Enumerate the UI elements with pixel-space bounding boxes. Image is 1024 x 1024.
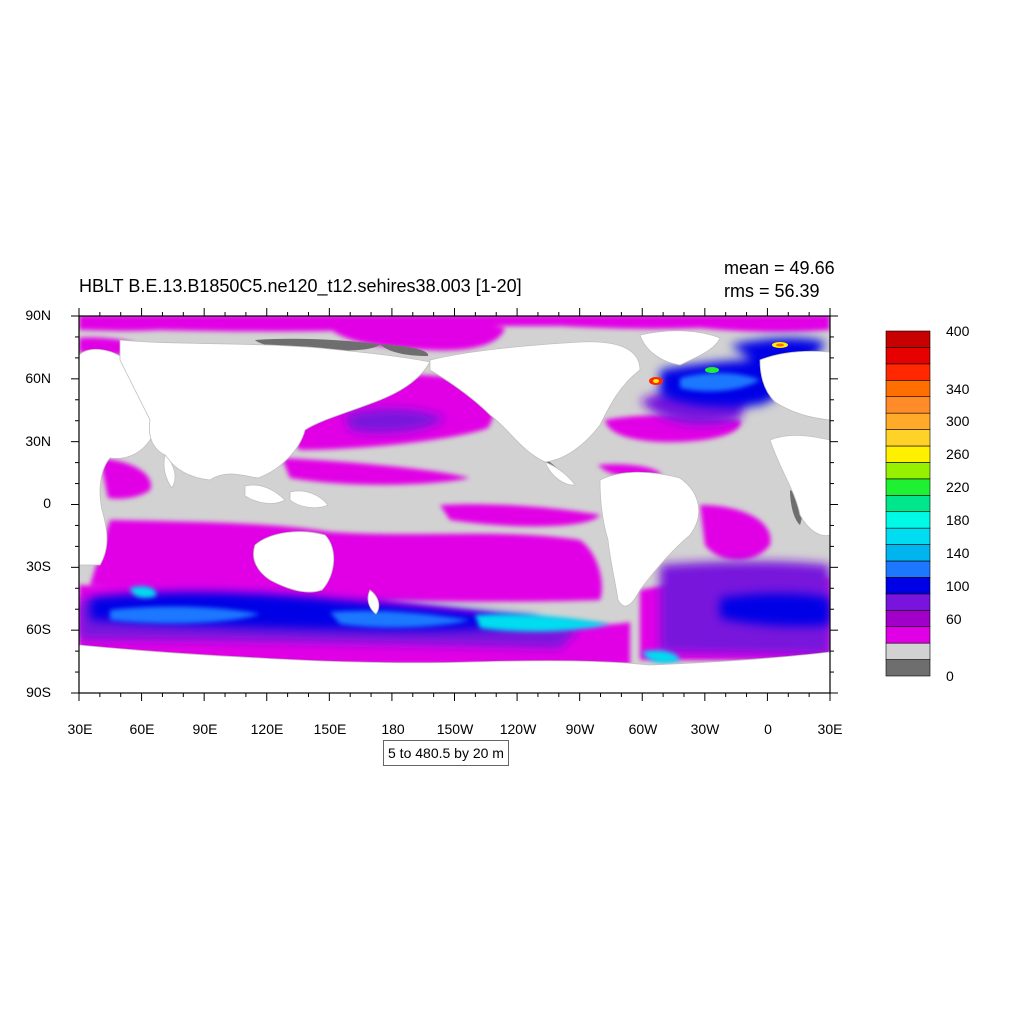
lon-label-60e: 60E: [129, 721, 155, 737]
field-lightblue: [110, 372, 760, 628]
colorbar-label: 220: [946, 479, 970, 496]
lat-label-30n: 30N: [25, 433, 51, 449]
colorbar: [885, 330, 931, 677]
contour-info-box: 5 to 480.5 by 20 m: [383, 740, 509, 766]
lat-label-90n: 90N: [25, 307, 51, 323]
lon-label-90e: 90E: [192, 721, 218, 737]
colorbar-swatch: [885, 626, 931, 644]
axis-ticks: [71, 308, 838, 701]
colorbar-swatch: [885, 412, 931, 430]
colorbar-label: 300: [946, 413, 970, 430]
colorbar-swatch: [885, 379, 931, 398]
lon-label-180: 180: [381, 721, 405, 737]
lat-label-60n: 60N: [25, 370, 51, 386]
colorbar-swatch: [885, 347, 931, 365]
lat-label-60s: 60S: [26, 621, 51, 637]
field-cyan: [130, 586, 680, 664]
lon-label-30e-west: 30E: [67, 721, 93, 737]
map-title: HBLT B.E.13.B1850C5.ne120_t12.sehires38.…: [79, 276, 522, 296]
rms-label: rms =: [724, 281, 770, 301]
lat-label-90s: 90S: [26, 684, 51, 700]
colorbar-label: 60: [946, 610, 962, 627]
colorbar-swatch: [885, 642, 931, 660]
colorbar-label: 140: [946, 544, 970, 561]
lon-label-60w: 60W: [628, 721, 658, 737]
colorbar-swatch: [885, 544, 931, 562]
colorbar-swatch: [885, 494, 931, 513]
lon-label-90w: 90W: [565, 721, 595, 737]
lon-label-120e: 120E: [250, 721, 284, 737]
colorbar-swatch: [885, 593, 931, 611]
lon-label-150e: 150E: [313, 721, 347, 737]
colorbar-label: 340: [946, 380, 970, 397]
lon-label-30e-east: 30E: [817, 721, 843, 737]
mean-stat: mean = 49.66: [724, 258, 835, 279]
colorbar-swatch: [885, 659, 931, 677]
lat-label-0: 0: [43, 495, 51, 511]
colorbar-label: 100: [946, 577, 970, 594]
colorbar-label: 0: [946, 668, 954, 684]
lon-label-30w: 30W: [690, 721, 720, 737]
rms-stat: rms = 56.39: [724, 281, 820, 302]
colorbar-swatch: [885, 560, 931, 578]
field-hotspots: [649, 342, 788, 385]
colorbar-swatch: [885, 609, 931, 628]
colorbar-swatch: [885, 577, 931, 595]
mean-label: mean =: [724, 258, 785, 278]
mean-value: 49.66: [789, 258, 835, 278]
colorbar-swatch: [885, 330, 931, 348]
colorbar-swatch: [885, 396, 931, 414]
land-masses: [79, 330, 830, 693]
lon-label-0: 0: [764, 721, 772, 737]
colorbar-swatch: [885, 478, 931, 496]
colorbar-swatch: [885, 363, 931, 381]
colorbar-label: 400: [946, 323, 970, 339]
lon-label-120w: 120W: [499, 721, 537, 737]
lon-label-150w: 150W: [436, 721, 474, 737]
lat-label-30s: 30S: [26, 558, 51, 574]
colorbar-swatch: [885, 527, 931, 545]
colorbar-label: 180: [946, 511, 970, 528]
colorbar-swatch: [885, 511, 931, 529]
colorbar-label: 260: [946, 446, 970, 463]
colorbar-swatch: [885, 429, 931, 447]
rms-value: 56.39: [774, 281, 820, 301]
colorbar-swatch: [885, 462, 931, 480]
colorbar-swatch: [885, 445, 931, 463]
map-field: [79, 316, 830, 693]
